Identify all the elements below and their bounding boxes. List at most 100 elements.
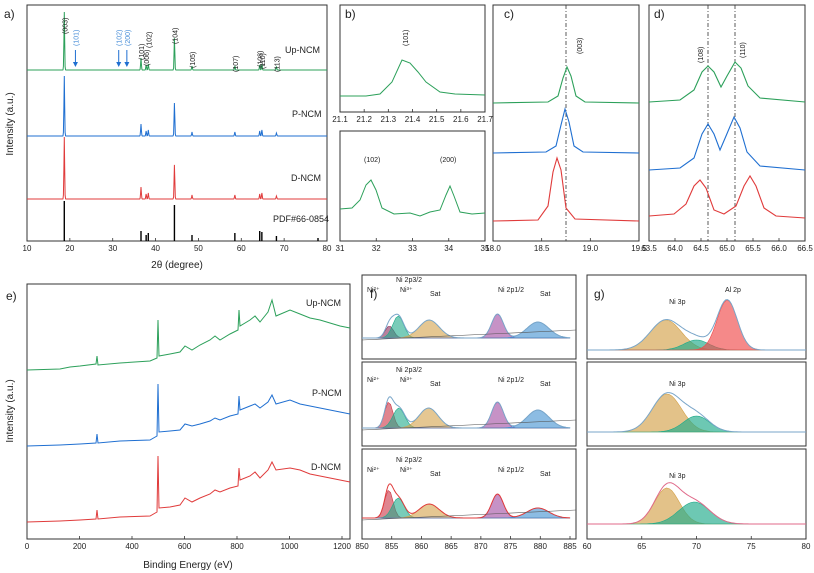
panel-e-curve-up: [26, 298, 351, 371]
sat-label: Sat: [430, 291, 441, 298]
xrd-peak-label: (107): [233, 56, 240, 72]
panel-b-upper-x-tick-label: 21.4: [405, 115, 421, 124]
ni3p-envelope: [587, 392, 806, 433]
panel-d-x-tick-label: 65.0: [719, 244, 735, 253]
panel-f-x-tick-label: 880: [534, 542, 548, 551]
ni2p-envelope: [362, 313, 571, 339]
panel-e-x-tick-label: 600: [178, 542, 192, 551]
ni2-label: Ni²⁺: [367, 467, 380, 474]
panel-c-x-tick-label: 18.0: [485, 244, 501, 253]
panel-g-x-tick-label: 70: [692, 542, 701, 551]
xrd-curve-up-ncm: [27, 11, 327, 71]
panel-a-x-tick-label: 70: [280, 244, 289, 253]
panel-d-label: d): [654, 7, 665, 21]
panel-e-series-d: D-NCM: [311, 462, 341, 472]
panel-e-x-tick-label: 0: [25, 542, 30, 551]
panel-e-x-tick-label: 1200: [333, 542, 351, 551]
panel-b-upper-x-tick-label: 21.7: [477, 115, 493, 124]
xrd-curve-d-ncm: [27, 136, 327, 200]
ni2p12-label: Ni 2p1/2: [498, 467, 524, 474]
ni3p-label: Ni 3p: [669, 299, 685, 306]
ni3-label: Ni³⁺: [400, 377, 413, 384]
series-label-p-ncm: P-NCM: [292, 109, 322, 119]
panel-b-lower-x-tick-label: 32: [372, 244, 381, 253]
panel-a-x-tick-label: 50: [194, 244, 203, 253]
panel-c-peak-label: (003): [577, 38, 584, 54]
superlattice-arrow-head: [124, 62, 130, 67]
series-label-up-ncm: Up-NCM: [285, 45, 320, 55]
panel-g-frame-1: [586, 274, 807, 360]
sat-label-2: Sat: [540, 471, 551, 478]
panel-b-lower-curve: [339, 179, 486, 217]
panel-d-frame: [648, 4, 806, 242]
xrd-peak-label: (102): [117, 30, 124, 46]
panel-e-frame: [26, 283, 351, 540]
panel-d-x-tick-label: 66.5: [797, 244, 813, 253]
ni2p32-label: Ni 2p3/2: [396, 277, 422, 284]
panel-a-frame: [26, 4, 328, 242]
panel-d-curve-up: [648, 61, 806, 103]
panel-f-frame-2: [361, 361, 577, 447]
ni3p-fit-component: [587, 501, 806, 525]
panel-d-x-tick-label: 64.5: [693, 244, 709, 253]
panel-c-x-tick-label: 19.5: [631, 244, 647, 253]
panel-c-curve-up: [492, 65, 640, 104]
panel-f-x-tick-label: 855: [385, 542, 399, 551]
ni3-label: Ni³⁺: [400, 467, 413, 474]
panel-e-xlabel: Binding Energy (eV): [143, 560, 233, 571]
panel-g: g) Ni 3p Al 2p Ni 3p Ni 3p 60 65 70 75 80: [583, 274, 811, 551]
panel-b-lower-frame: [339, 130, 486, 242]
panel-a-ylabel: Intensity (a.u.): [5, 92, 16, 155]
panel-c-x-tick-label: 19.0: [583, 244, 599, 253]
ni3-label: Ni³⁺: [400, 287, 413, 294]
ni3p-label: Ni 3p: [669, 473, 685, 480]
panel-b: b) (101) 21.1 21.2 21.3 21.4 21.5 21.6 21.7 (1…: [332, 4, 493, 253]
panel-b-upper-curve: [340, 59, 486, 97]
panel-d-peak-label-110: (110): [740, 42, 747, 58]
panel-e-curve-d: [26, 455, 351, 523]
panel-a-xlabel: 2θ (degree): [151, 260, 203, 271]
panel-b-lower-x-tick-label: 35: [481, 244, 490, 253]
panel-e-x-tick-label: 400: [125, 542, 139, 551]
panel-g-frame-3: [586, 448, 807, 540]
panel-f-x-tick-label: 850: [355, 542, 369, 551]
xrd-peak-label: (105): [190, 52, 197, 68]
ni3p-envelope: [587, 482, 806, 525]
panel-d-peak-label-108: (108): [698, 47, 705, 63]
panel-b-lower-x-tick-label: 34: [444, 244, 453, 253]
xrd-peak-label: (113): [274, 56, 281, 72]
al2p-label: Al 2p: [725, 287, 741, 294]
panel-e-curve-p: [26, 383, 351, 447]
ni2-label: Ni²⁺: [367, 287, 380, 294]
panel-b-lower-x-tick-label: 31: [336, 244, 345, 253]
ni2p-envelope: [362, 483, 571, 519]
panel-a-x-tick-label: 30: [108, 244, 117, 253]
ni3p-envelope: [587, 299, 806, 351]
ni2-label: Ni²⁺: [367, 377, 380, 384]
panel-c-label: c): [504, 7, 514, 21]
panel-b-lower-x-tick-label: 33: [408, 244, 417, 253]
xrd-peak-label: (104): [172, 28, 179, 44]
panel-e-x-tick-label: 800: [230, 542, 244, 551]
panel-c: c) (003) 18.0 18.5 19.0 19.5: [485, 4, 647, 253]
xrd-peak-label: (101): [73, 30, 80, 46]
panel-e-series-p: P-NCM: [312, 388, 342, 398]
panel-a-x-tick-label: 80: [323, 244, 332, 253]
ni2p12-label: Ni 2p1/2: [498, 287, 524, 294]
panel-b-upper-x-tick-label: 21.1: [332, 115, 348, 124]
panel-e-ylabel: Intensity (a.u.): [5, 379, 16, 442]
panel-d: d) (108) (110) 63.5 64.0 64.5 65.0 65.5 66.0 6…: [641, 4, 813, 253]
panel-f-x-tick-label: 870: [474, 542, 488, 551]
ni2p32-label: Ni 2p3/2: [396, 457, 422, 464]
panel-a-x-tick-label: 20: [65, 244, 74, 253]
panel-b-upper-x-tick-label: 21.3: [381, 115, 397, 124]
panel-g-x-tick-label: 60: [583, 542, 592, 551]
panel-g-frame-2: [586, 361, 807, 447]
panel-f-frame-3: [361, 448, 577, 540]
panel-g-x-tick-label: 65: [637, 542, 646, 551]
panel-f-x-tick-label: 865: [444, 542, 458, 551]
panel-a: a) Intensity (a.u.) 2θ (degree) 10 20 30 40…: [4, 4, 332, 271]
reference-label: PDF#66-0854: [273, 214, 329, 224]
panel-b-upper-peak-label: (101): [403, 30, 410, 46]
xrd-peak-label: (003): [62, 18, 69, 34]
